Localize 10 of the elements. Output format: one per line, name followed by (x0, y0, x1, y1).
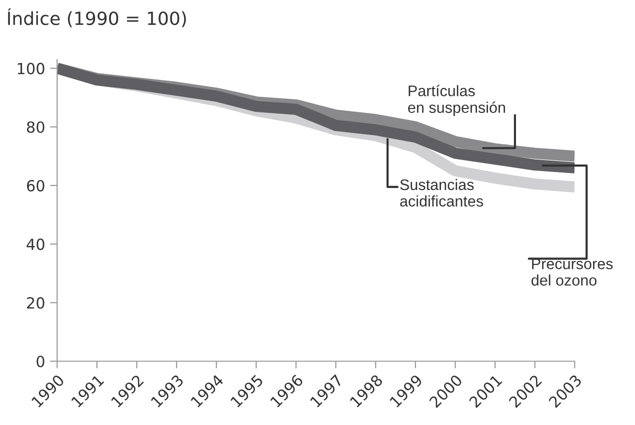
y-axis-title: Índice (1990 = 100) (8, 8, 186, 28)
text: Precursores del ozono (532, 258, 613, 286)
y-tick-label: 0 (36, 356, 44, 368)
y-tick-label: 40 (26, 238, 44, 250)
y-tick-label: 80 (26, 121, 44, 133)
y-tick-label: 20 (27, 297, 44, 309)
series-label: Partículas en suspensión (408, 84, 506, 116)
y-tick-label: 100 (18, 62, 44, 74)
y-tick-label: 60 (26, 180, 44, 192)
series-label: Sustancias acidificantes (400, 178, 484, 207)
